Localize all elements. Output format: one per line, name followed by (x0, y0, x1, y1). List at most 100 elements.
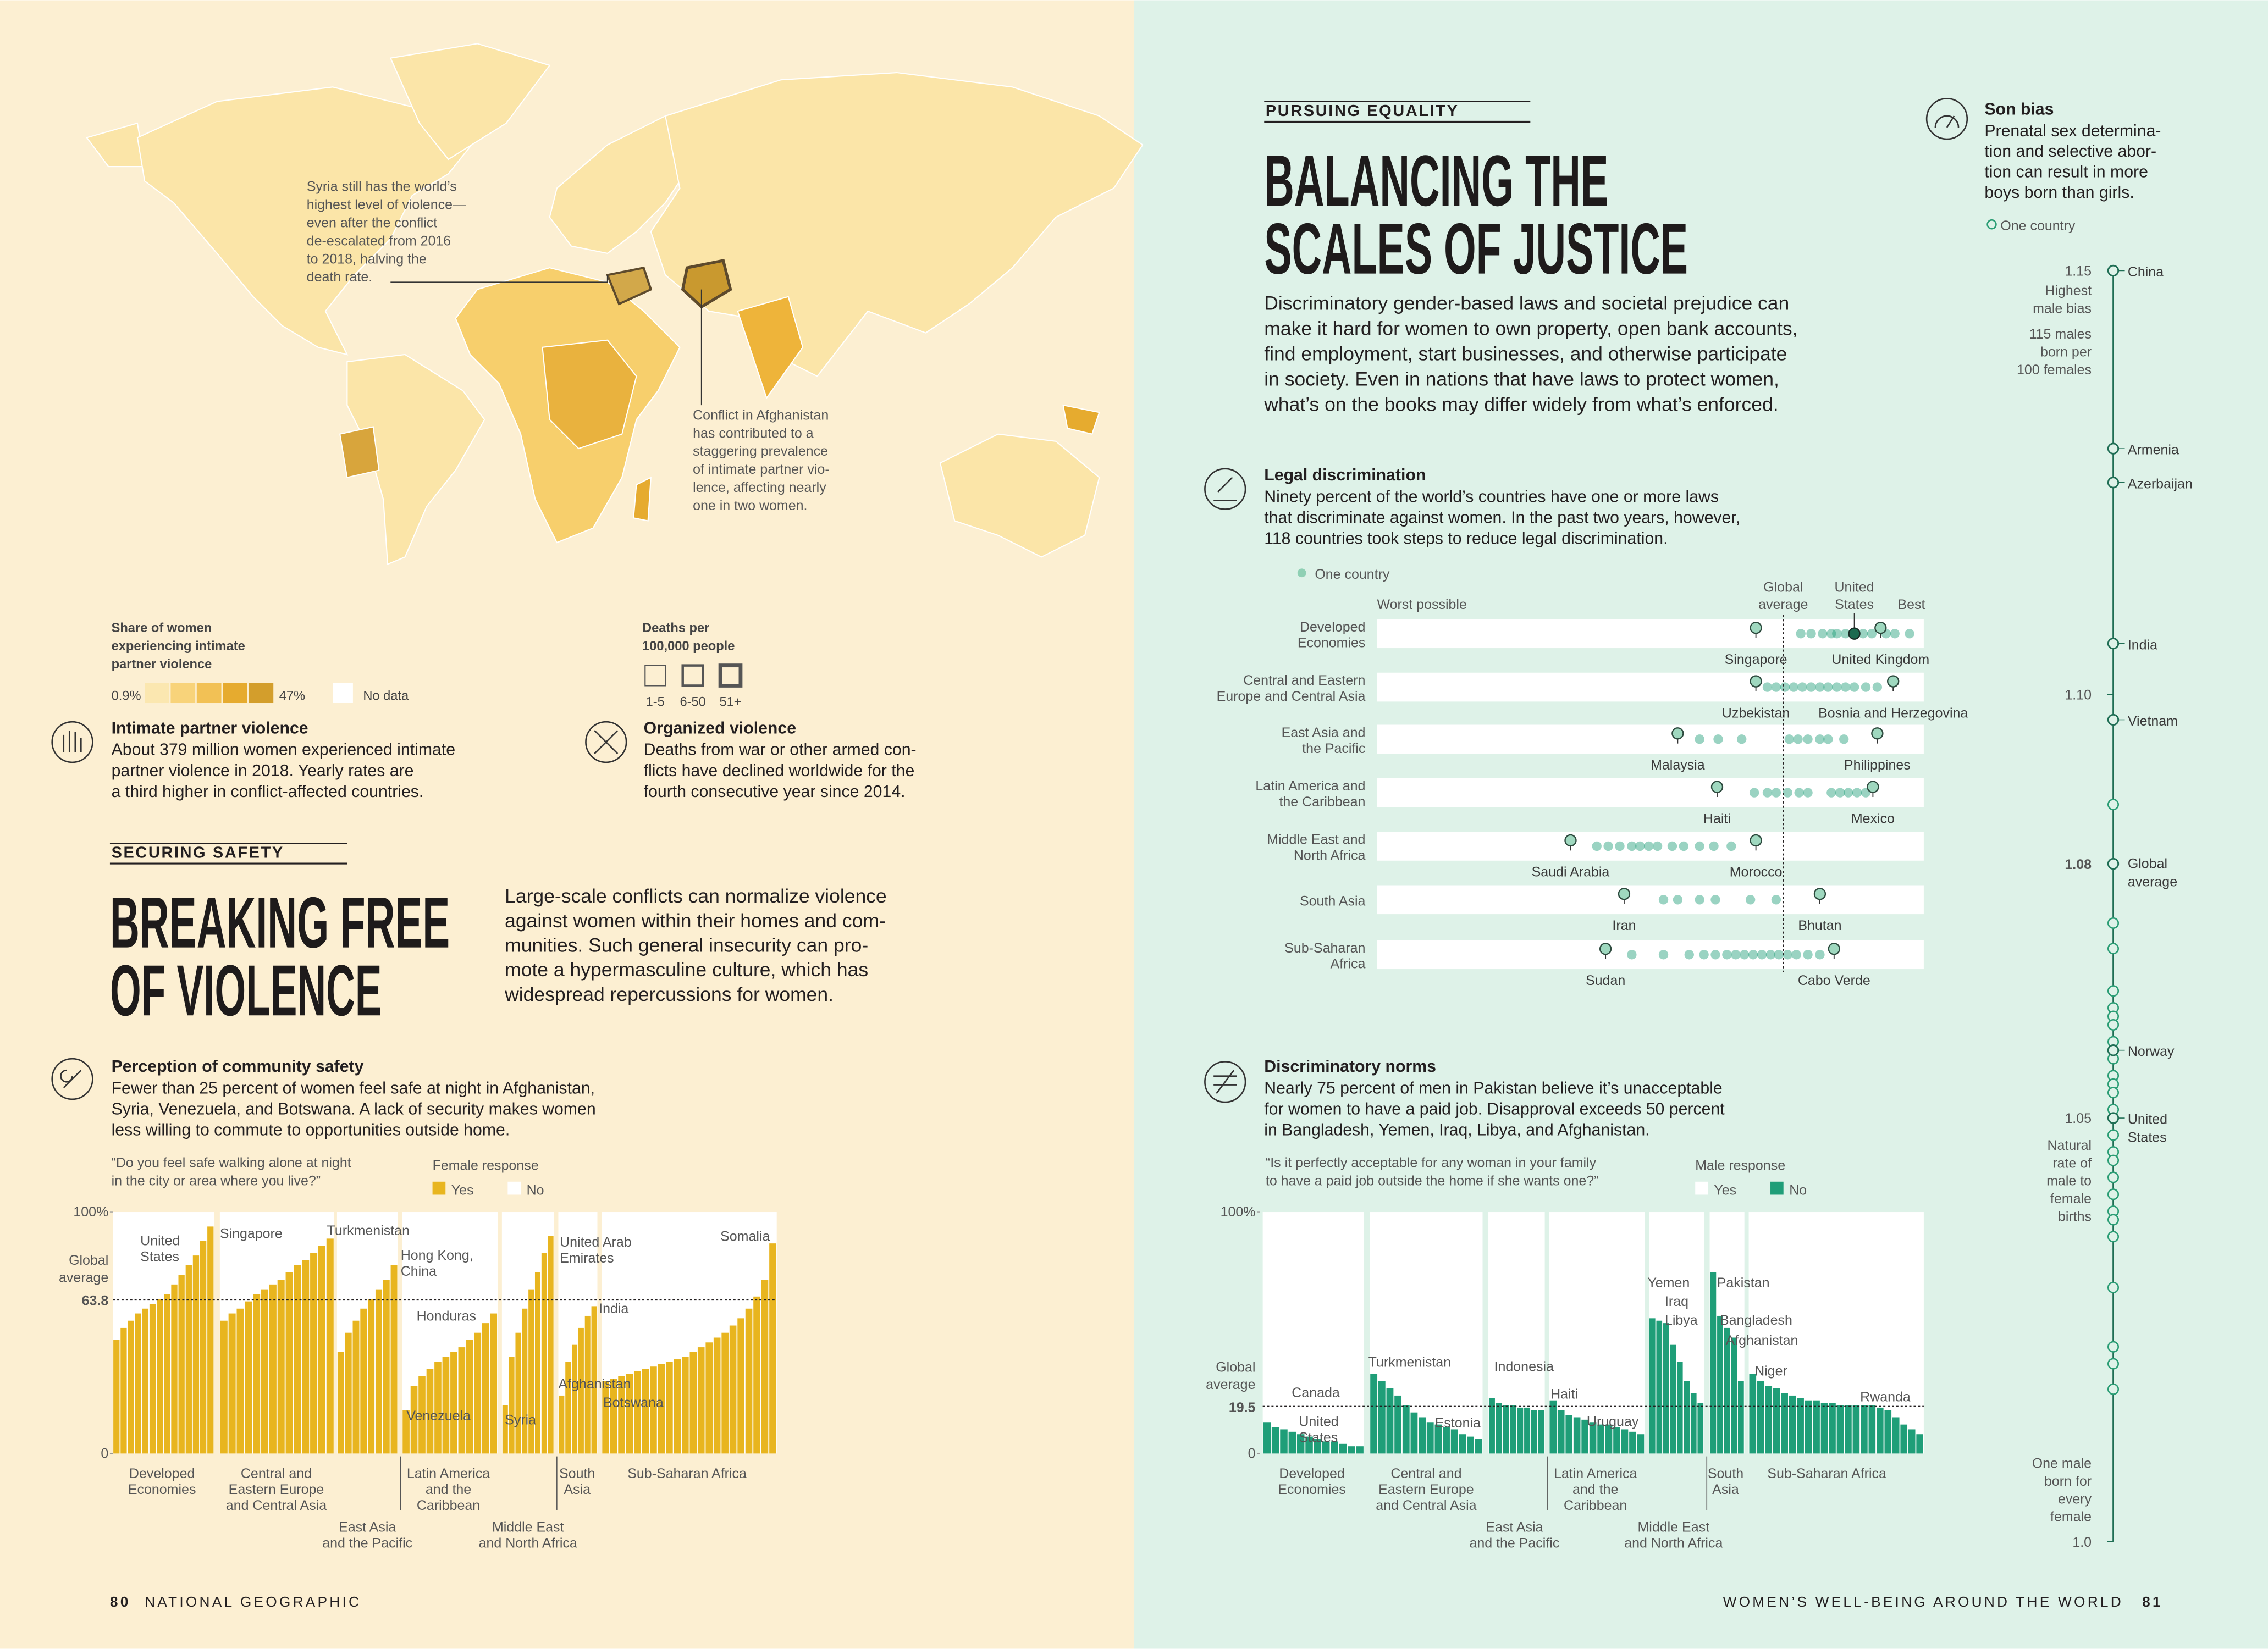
group-label: Caribbean (1564, 1498, 1627, 1513)
bar (737, 1318, 744, 1454)
bar (1613, 1427, 1620, 1454)
bar (1868, 1405, 1876, 1454)
legend-title: partner violence (112, 657, 212, 672)
bar (261, 1289, 269, 1454)
bar (253, 1294, 261, 1454)
group-label: Latin America (407, 1466, 490, 1481)
map-annotation: Syria still has the world’s (307, 179, 457, 195)
row-label: Economies (1298, 635, 1366, 651)
bar (1531, 1410, 1537, 1454)
dot (1841, 629, 1851, 639)
group-label: Sub-Saharan Africa (627, 1466, 747, 1481)
axis-note: born per (2040, 344, 2092, 359)
row-label: Europe and Central Asia (1217, 689, 1366, 704)
row-band (1377, 940, 1924, 970)
global-average-value: 1.08 (2065, 857, 2092, 872)
legend-title: Male response (1695, 1158, 1785, 1174)
bar (565, 1362, 571, 1454)
reference-label: United (1834, 579, 1874, 595)
bar (1637, 1434, 1645, 1454)
group-label: Middle East (492, 1519, 564, 1535)
bar (515, 1332, 521, 1454)
intro: against women within their homes and com… (505, 910, 886, 932)
highlight-dot (1887, 675, 1900, 688)
dot (2107, 1231, 2120, 1243)
bar (285, 1272, 293, 1454)
group-panel (402, 1212, 498, 1454)
bar (337, 1352, 344, 1454)
bar (681, 1357, 689, 1454)
group-label: Sub-Saharan Africa (1767, 1466, 1886, 1481)
row-band (1377, 619, 1924, 649)
country-label: Singapore (1725, 652, 1787, 667)
icons (51, 98, 1968, 1103)
group-panel (1549, 1212, 1645, 1454)
section-title: Intimate partner violence (112, 719, 308, 737)
dot (1673, 895, 1683, 905)
country-label: Libya (1665, 1313, 1698, 1328)
legend-title: Deaths per (642, 621, 709, 635)
country-label: Saudi Arabia (1532, 865, 1610, 880)
bar (149, 1303, 156, 1454)
headline: BALANCING THE (1264, 140, 1608, 221)
legend-label: No (1789, 1182, 1807, 1198)
dot (1726, 841, 1736, 851)
country-dot (2107, 264, 2120, 277)
intro: mote a hypermasculine culture, which has (505, 959, 868, 981)
axis-note: rate of (2052, 1155, 2092, 1171)
bar (1781, 1393, 1788, 1454)
bar (474, 1332, 482, 1454)
dot (1722, 950, 1732, 960)
bar (490, 1313, 498, 1454)
row-label: the Caribbean (1279, 794, 1365, 810)
dot (1803, 734, 1813, 744)
bar (697, 1347, 705, 1454)
legend-swatch (432, 1181, 446, 1195)
land (389, 43, 551, 161)
bar (1676, 1362, 1683, 1454)
section-text: About 379 million women experienced inti… (112, 741, 456, 759)
dot (1861, 682, 1871, 692)
axis-note: Natural (2048, 1138, 2092, 1153)
dot (1806, 629, 1816, 639)
group-label: and North Africa (1624, 1535, 1723, 1551)
row-label: Africa (1331, 956, 1366, 972)
dot (1748, 950, 1758, 960)
dot (1709, 841, 1719, 851)
bar (1757, 1381, 1764, 1454)
page-number: 80 (110, 1593, 131, 1610)
dot (1803, 788, 1813, 798)
legend-swatch (718, 663, 743, 688)
bar (1271, 1427, 1279, 1454)
bar (185, 1265, 192, 1454)
country-label: Somalia (720, 1229, 770, 1244)
bar (207, 1226, 214, 1454)
dot (1695, 841, 1704, 851)
country-label: Iraq (1665, 1294, 1688, 1309)
dot (1737, 734, 1747, 744)
map-annotation: even after the conflict (307, 215, 438, 231)
axis-note: Highest (2045, 283, 2092, 298)
section-name: WOMEN’S WELL-BEING AROUND THE WORLD (1723, 1593, 2123, 1610)
bar (572, 1344, 578, 1454)
bar (745, 1308, 753, 1454)
legend-title: Female response (433, 1158, 539, 1174)
bar (1690, 1393, 1697, 1454)
bar (1549, 1400, 1557, 1454)
row-band (1377, 672, 1924, 702)
legend-title: Share of women (112, 621, 212, 635)
icon-glyph (1213, 477, 1237, 502)
country-label: India (599, 1301, 628, 1316)
row-band (1377, 724, 1924, 754)
y-tick-label: 1.05 (2065, 1111, 2092, 1126)
country-label: Uruguay (1587, 1414, 1639, 1429)
country-label: Norway (2128, 1044, 2175, 1059)
group-label: Central and (1390, 1466, 1461, 1481)
bar (1426, 1422, 1434, 1454)
legend-swatch (145, 683, 169, 704)
intro: in society. Even in nations that have la… (1264, 368, 1779, 390)
section-text: Deaths from war or other armed con- (644, 741, 917, 759)
bar (178, 1275, 185, 1454)
bar (1386, 1388, 1394, 1454)
section-text: boys born than girls. (1984, 184, 2134, 202)
